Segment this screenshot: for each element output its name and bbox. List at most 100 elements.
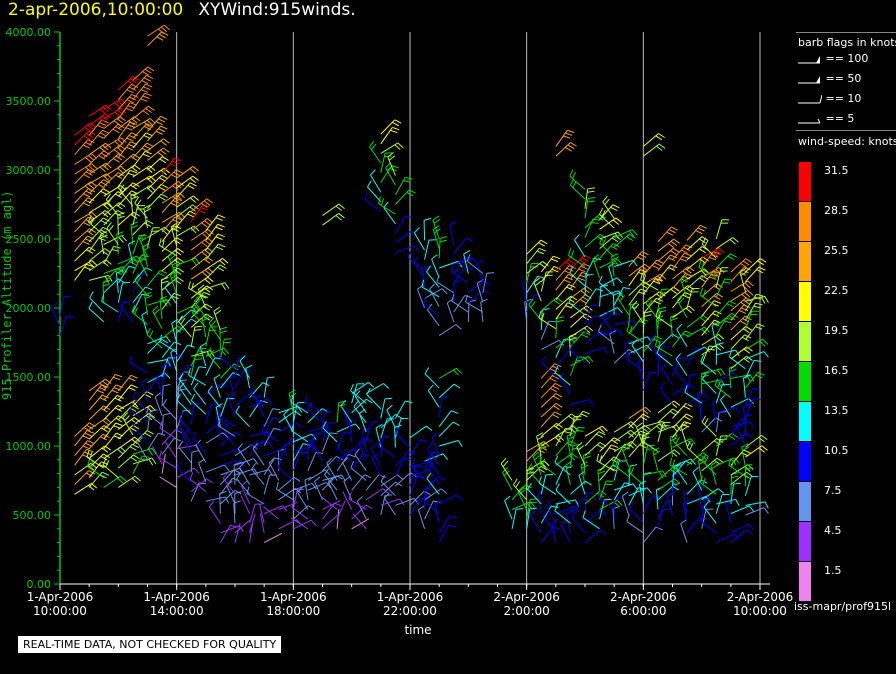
wind-barb: [384, 497, 396, 516]
wind-barb: [312, 443, 323, 462]
wind-barb: [322, 422, 329, 443]
wind-barb-flag: [553, 526, 561, 531]
wind-barb: [745, 351, 765, 360]
wind-barb: [258, 503, 265, 524]
wind-barb: [297, 492, 309, 510]
wind-barb-flag: [731, 371, 739, 377]
wind-barb: [177, 467, 192, 483]
wind-barb-flag: [113, 425, 121, 429]
wind-barb-flag: [269, 457, 276, 464]
wind-barb-flag: [117, 167, 124, 174]
wind-barb-flag: [584, 254, 592, 259]
wind-barb-flag: [103, 283, 111, 287]
wind-barb-flag: [653, 450, 661, 456]
wind-barb-flag: [622, 491, 629, 497]
wind-barb: [745, 507, 765, 516]
colorbar-label: 31.5: [824, 164, 849, 177]
wind-barb-flag: [239, 355, 246, 362]
wind-barb-flag: [217, 214, 226, 219]
wind-barb-flag: [729, 239, 736, 245]
wind-barb-flag: [82, 435, 90, 440]
wind-barb-flag: [626, 514, 630, 522]
wind-barb: [598, 281, 615, 296]
wind-barb-flag: [449, 515, 458, 519]
wind-barb-flag: [666, 231, 674, 236]
wind-barb-flag: [685, 244, 693, 249]
wind-barb-flag: [540, 239, 548, 245]
wind-barb-flag: [158, 196, 166, 201]
wind-barb-flag: [529, 501, 537, 504]
wind-barb-flag: [158, 128, 166, 133]
wind-barb-flag: [602, 195, 608, 203]
wind-barb-flag: [564, 465, 572, 469]
wind-barb: [686, 496, 706, 505]
wind-barb-flag: [717, 488, 725, 494]
wind-barb-flag: [127, 124, 136, 128]
wind-barb-flag: [204, 269, 211, 276]
wind-barb-flag: [572, 447, 580, 450]
wind-barb-flag: [714, 310, 722, 315]
wind-barb: [613, 482, 625, 501]
wind-barb-flag: [140, 236, 147, 243]
wind-barb: [137, 442, 148, 461]
wind-barb-flag: [203, 291, 211, 296]
wind-barb: [621, 495, 630, 516]
wind-barb-flag: [692, 466, 699, 473]
wind-barb-flag: [85, 190, 93, 195]
wind-barb: [364, 198, 382, 212]
wind-barb-flag: [567, 435, 575, 440]
wind-barb: [672, 466, 675, 487]
wind-barb-flag: [567, 129, 575, 134]
wind-barb: [468, 289, 485, 303]
wind-barb: [476, 263, 484, 284]
wind-barb: [720, 399, 732, 418]
wind-barb-flag: [193, 382, 199, 390]
wind-barb-flag: [701, 374, 709, 378]
wind-barb-flag: [105, 417, 112, 424]
wind-barb-flag: [210, 320, 217, 327]
wind-barb-flag: [170, 222, 178, 228]
wind-barb: [292, 489, 298, 510]
wind-barb: [88, 308, 105, 323]
wind-barb-flag: [100, 230, 108, 235]
wind-barb: [438, 421, 454, 437]
wind-barb: [234, 369, 245, 389]
wind-barb-flag: [116, 118, 123, 124]
wind-barb-flag: [208, 500, 215, 508]
wind-barb-flag: [451, 265, 455, 273]
wind-barb-flag: [86, 459, 91, 467]
wind-barb-flag: [129, 169, 138, 174]
wind-barb: [542, 517, 557, 534]
wind-barb-flag: [238, 525, 244, 532]
wind-barb-flag: [176, 460, 182, 468]
wind-barb: [407, 257, 425, 270]
wind-barb-flag: [102, 129, 110, 134]
wind-barb-flag: [102, 106, 109, 113]
wind-barb-flag: [171, 160, 180, 165]
wind-barb-flag: [191, 259, 197, 266]
wind-barb: [466, 260, 484, 274]
wind-barb-flag: [142, 153, 150, 158]
wind-barb-flag: [611, 256, 619, 261]
wind-barb-flag: [570, 250, 575, 258]
wind-barb-flag: [178, 211, 185, 218]
wind-barb: [582, 517, 600, 530]
legend-divider: [796, 32, 896, 33]
x-tick-label-time: 18:00:00: [266, 604, 320, 618]
wind-barb: [314, 481, 323, 501]
wind-barb: [178, 446, 192, 463]
wind-barb-flag: [568, 295, 573, 304]
wind-barb: [439, 260, 459, 269]
wind-barb-flag: [423, 493, 428, 501]
wind-barb-flag: [85, 199, 93, 204]
wind-barb-flag: [434, 228, 441, 234]
wind-barb-flag: [441, 288, 448, 295]
wind-barb: [220, 431, 236, 447]
wind-barb-flag: [142, 110, 150, 116]
wind-barb: [263, 377, 268, 398]
barb-legend-label: == 5: [822, 112, 855, 125]
wind-barb-flag: [118, 236, 124, 243]
wind-barb-flag: [171, 295, 179, 300]
wind-barb-flag: [144, 432, 152, 438]
wind-barb-flag: [554, 455, 559, 463]
